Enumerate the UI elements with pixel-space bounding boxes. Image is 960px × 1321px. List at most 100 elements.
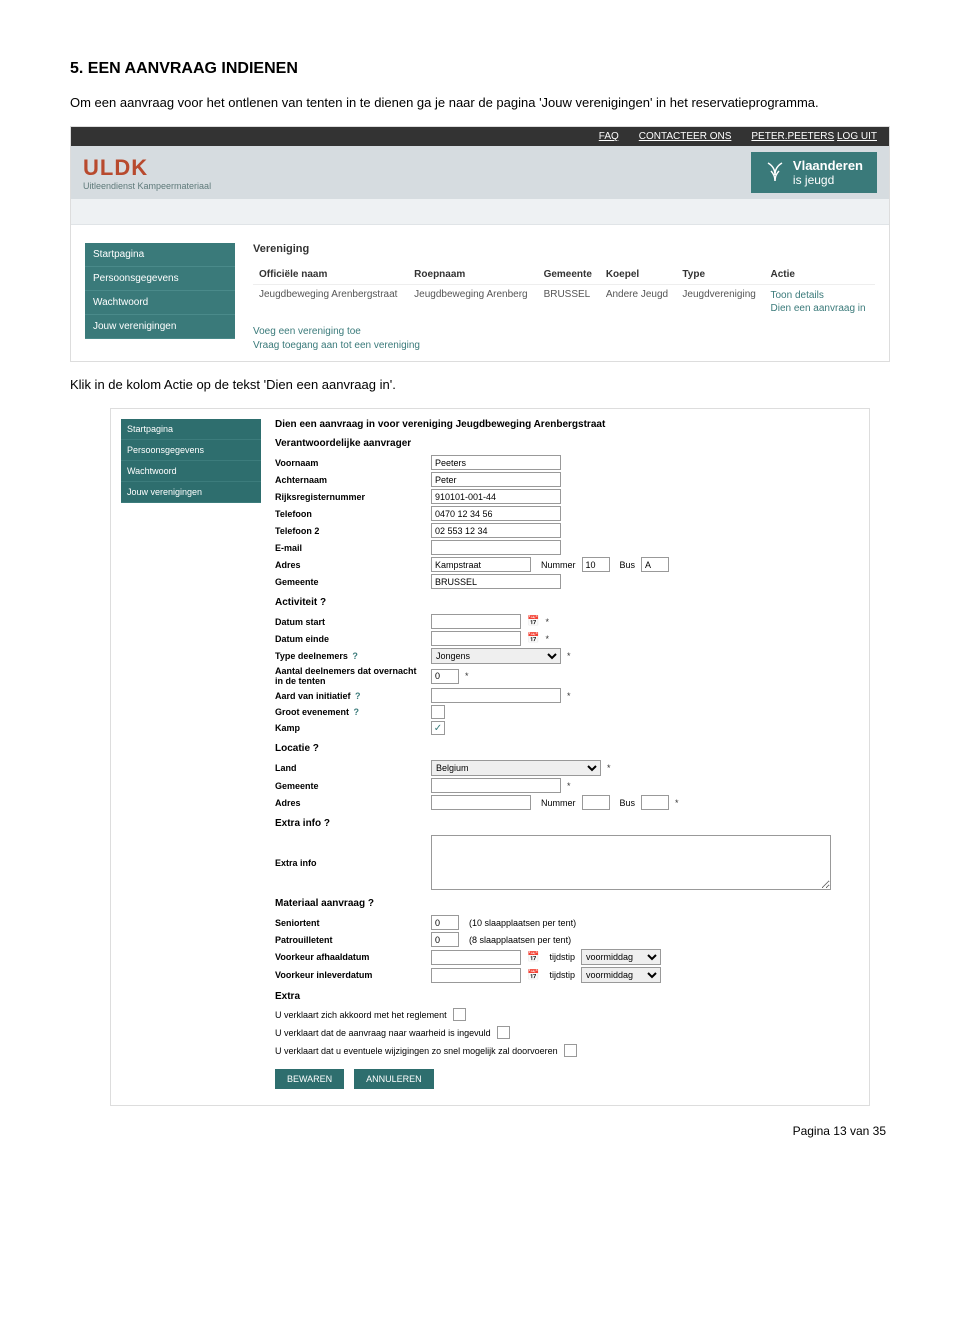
vlaanderen-icon xyxy=(765,161,785,185)
input-nummer[interactable] xyxy=(582,557,610,572)
input-gemeente2[interactable] xyxy=(431,778,561,793)
header-stripe xyxy=(71,199,889,225)
doc-heading: 5. EEN AANVRAAG INDIENEN xyxy=(70,60,890,78)
lbl-decl-waarheid: U verklaart dat de aanvraag naar waarhei… xyxy=(275,1028,491,1038)
lbl-kamp: Kamp xyxy=(275,723,425,733)
lbl-nummer: Nummer xyxy=(541,560,576,570)
faq-link[interactable]: FAQ xyxy=(599,131,619,142)
sec-extra: Extra xyxy=(275,991,859,1002)
sidenav2-persoonsgegevens[interactable]: Persoonsgegevens xyxy=(121,440,261,461)
calendar-icon[interactable]: 📅 xyxy=(527,970,539,981)
calendar-icon[interactable]: 📅 xyxy=(527,616,539,627)
calendar-icon[interactable]: 📅 xyxy=(527,633,539,644)
link-voeg-vereniging[interactable]: Voeg een vereniging toe xyxy=(253,325,875,339)
input-inleverdatum[interactable] xyxy=(431,968,521,983)
input-patrouilletent[interactable] xyxy=(431,932,459,947)
checkbox-decl2[interactable] xyxy=(497,1026,510,1039)
brand-name: ULDK xyxy=(83,155,211,181)
vlaanderen-badge: Vlaanderenis jeugd xyxy=(751,152,877,193)
lbl-datum-start: Datum start xyxy=(275,617,425,627)
help-aard-icon[interactable]: ? xyxy=(355,691,361,701)
cell-gemeente: BRUSSEL xyxy=(538,285,600,320)
th-gemeente: Gemeente xyxy=(538,265,600,285)
input-email[interactable] xyxy=(431,540,561,555)
help-activiteit-icon[interactable]: ? xyxy=(320,597,326,608)
lbl-aard: Aard van initiatief xyxy=(275,691,351,701)
user-link[interactable]: PETER.PEETERS xyxy=(751,131,834,142)
lbl-datum-einde: Datum einde xyxy=(275,634,425,644)
input-seniortent[interactable] xyxy=(431,915,459,930)
annuleren-button[interactable]: ANNULEREN xyxy=(354,1069,434,1089)
form-title: Dien een aanvraag in voor vereniging Jeu… xyxy=(275,419,859,430)
select-tijdstip-inlever[interactable]: voormiddag xyxy=(581,967,661,983)
vl-line2: is jeugd xyxy=(793,173,834,187)
logout-link[interactable]: LOG UIT xyxy=(837,131,877,142)
input-adres2[interactable] xyxy=(431,795,531,810)
select-type-deelnemers[interactable]: Jongens xyxy=(431,648,561,664)
sec-locatie: Locatie xyxy=(275,743,310,754)
lbl-adres: Adres xyxy=(275,560,425,570)
side-nav: Startpagina Persoonsgegevens Wachtwoord … xyxy=(85,243,235,353)
sidenav-wachtwoord[interactable]: Wachtwoord xyxy=(85,291,235,315)
screenshot-1: FAQ CONTACTEER ONS PETER.PEETERS LOG UIT… xyxy=(70,126,890,362)
sidenav2-startpagina[interactable]: Startpagina xyxy=(121,419,261,440)
select-tijdstip-afhaal[interactable]: voormiddag xyxy=(581,949,661,965)
input-datum-einde[interactable] xyxy=(431,631,521,646)
help-type-icon[interactable]: ? xyxy=(352,651,358,661)
input-aard[interactable] xyxy=(431,688,561,703)
input-gemeente[interactable] xyxy=(431,574,561,589)
sec-materiaal: Materiaal aanvraag xyxy=(275,898,365,909)
top-bar: FAQ CONTACTEER ONS PETER.PEETERS LOG UIT xyxy=(71,127,889,146)
select-land[interactable]: Belgium xyxy=(431,760,601,776)
lbl-gemeente2: Gemeente xyxy=(275,781,425,791)
checkbox-decl3[interactable] xyxy=(564,1044,577,1057)
input-adres[interactable] xyxy=(431,557,531,572)
contact-link[interactable]: CONTACTEER ONS xyxy=(639,131,732,142)
cell-officiele-naam: Jeugdbeweging Arenbergstraat xyxy=(253,285,408,320)
sidenav-persoonsgegevens[interactable]: Persoonsgegevens xyxy=(85,267,235,291)
sidenav-startpagina[interactable]: Startpagina xyxy=(85,243,235,267)
actie-dien-aanvraag[interactable]: Dien een aanvraag in xyxy=(771,303,866,314)
link-vraag-toegang[interactable]: Vraag toegang aan tot een vereniging xyxy=(253,339,875,353)
input-afhaaldatum[interactable] xyxy=(431,950,521,965)
input-telefoon2[interactable] xyxy=(431,523,561,538)
cell-roepnaam: Jeugdbeweging Arenberg xyxy=(408,285,537,320)
help-locatie-icon[interactable]: ? xyxy=(313,743,319,754)
doc-para-1: Om een aanvraag voor het ontlenen van te… xyxy=(70,94,890,112)
actie-toon-details[interactable]: Toon details xyxy=(771,290,824,301)
bewaren-button[interactable]: BEWAREN xyxy=(275,1069,344,1089)
input-achternaam[interactable] xyxy=(431,472,561,487)
help-groot-icon[interactable]: ? xyxy=(354,707,360,717)
th-koepel: Koepel xyxy=(600,265,677,285)
lbl-bus: Bus xyxy=(620,560,636,570)
checkbox-groot[interactable] xyxy=(431,705,445,719)
lbl-telefoon: Telefoon xyxy=(275,509,425,519)
lbl-type-deelnemers: Type deelnemers xyxy=(275,651,348,661)
sidenav-jouw-verenigingen[interactable]: Jouw verenigingen xyxy=(85,315,235,339)
sidenav2-jouw-verenigingen[interactable]: Jouw verenigingen xyxy=(121,482,261,503)
input-voornaam[interactable] xyxy=(431,455,561,470)
help-extra-icon[interactable]: ? xyxy=(324,818,330,829)
lbl-rrn: Rijksregisternummer xyxy=(275,492,425,502)
checkbox-decl1[interactable] xyxy=(453,1008,466,1021)
input-datum-start[interactable] xyxy=(431,614,521,629)
table-row: Jeugdbeweging Arenbergstraat Jeugdbewegi… xyxy=(253,285,875,320)
help-materiaal-icon[interactable]: ? xyxy=(368,898,374,909)
lbl-decl-reglement: U verklaart zich akkoord met het regleme… xyxy=(275,1010,447,1020)
input-nummer2[interactable] xyxy=(582,795,610,810)
sec-activiteit: Activiteit xyxy=(275,597,317,608)
calendar-icon[interactable]: 📅 xyxy=(527,952,539,963)
lbl-decl-wijzigingen: U verklaart dat u eventuele wijzigingen … xyxy=(275,1046,558,1056)
brand-sub: Uitleendienst Kampeermateriaal xyxy=(83,181,211,191)
input-bus2[interactable] xyxy=(641,795,669,810)
lbl-inleverdatum: Voorkeur inleverdatum xyxy=(275,970,425,980)
checkbox-kamp[interactable]: ✓ xyxy=(431,721,445,735)
textarea-extra-info[interactable] xyxy=(431,835,831,890)
screenshot-2: Startpagina Persoonsgegevens Wachtwoord … xyxy=(110,408,870,1106)
sidenav2-wachtwoord[interactable]: Wachtwoord xyxy=(121,461,261,482)
input-telefoon[interactable] xyxy=(431,506,561,521)
input-rrn[interactable] xyxy=(431,489,561,504)
input-bus[interactable] xyxy=(641,557,669,572)
input-aantal[interactable] xyxy=(431,669,459,684)
cell-koepel: Andere Jeugd xyxy=(600,285,677,320)
